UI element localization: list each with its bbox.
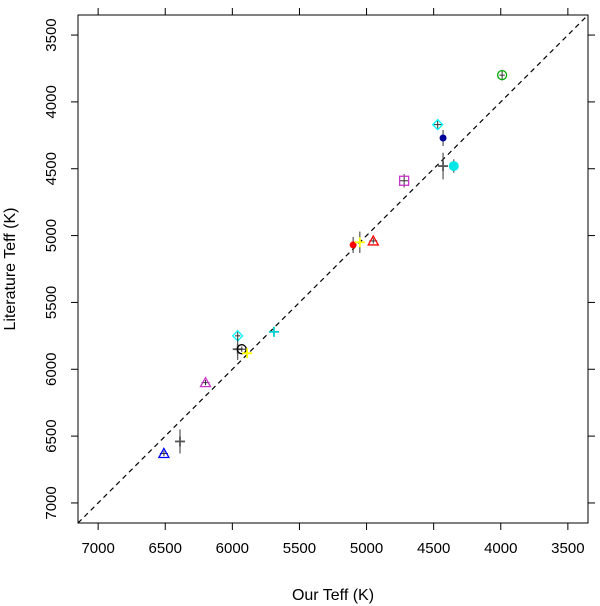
data-point xyxy=(175,429,185,454)
x-tick-label: 4500 xyxy=(417,540,450,557)
y-axis-title: Literature Teff (K) xyxy=(2,207,19,330)
data-point xyxy=(439,129,447,147)
x-tick-label: 5000 xyxy=(350,540,383,557)
data-points xyxy=(157,69,508,459)
data-point xyxy=(242,348,253,359)
marker-diamond xyxy=(431,118,444,131)
y-tick-label: 5000 xyxy=(43,219,60,252)
marker-triangle xyxy=(199,376,212,388)
data-point xyxy=(367,234,380,246)
marker-dot xyxy=(349,241,357,249)
plot-frame xyxy=(77,14,589,524)
y-tick-label: 3500 xyxy=(43,18,60,51)
data-point xyxy=(438,152,449,180)
data-point xyxy=(349,236,357,253)
data-point xyxy=(268,326,279,337)
y-axis: 3500 4000 4500 5000 5500 6000 6500 7000 xyxy=(43,18,595,520)
data-point xyxy=(431,118,444,131)
marker-dot xyxy=(448,161,459,172)
marker-triangle xyxy=(157,447,170,459)
x-axis: 7000 6500 6000 5500 5000 4500 4000 3500 xyxy=(81,8,585,557)
y-tick-label: 6000 xyxy=(43,353,60,386)
y-tick-label: 6500 xyxy=(43,419,60,452)
marker-square xyxy=(398,175,410,186)
data-point xyxy=(199,376,212,388)
x-tick-label: 6000 xyxy=(216,540,249,557)
y-tick-label: 7000 xyxy=(43,486,60,519)
data-point xyxy=(496,69,508,81)
data-point xyxy=(354,231,365,253)
x-tick-label: 7000 xyxy=(81,540,114,557)
data-point xyxy=(448,159,459,173)
reference-line xyxy=(77,14,589,524)
marker-circle xyxy=(496,70,508,81)
data-point xyxy=(398,174,410,188)
x-tick-label: 3500 xyxy=(551,540,584,557)
y-tick-label: 4500 xyxy=(43,152,60,185)
marker-dot xyxy=(439,134,447,142)
y-tick-label: 4000 xyxy=(43,85,60,118)
data-point xyxy=(157,447,170,459)
x-tick-label: 4000 xyxy=(484,540,517,557)
x-axis-title: Our Teff (K) xyxy=(292,587,374,604)
marker-triangle xyxy=(367,234,380,246)
x-tick-label: 6500 xyxy=(149,540,182,557)
y-tick-label: 5500 xyxy=(43,286,60,319)
x-tick-label: 5500 xyxy=(283,540,316,557)
